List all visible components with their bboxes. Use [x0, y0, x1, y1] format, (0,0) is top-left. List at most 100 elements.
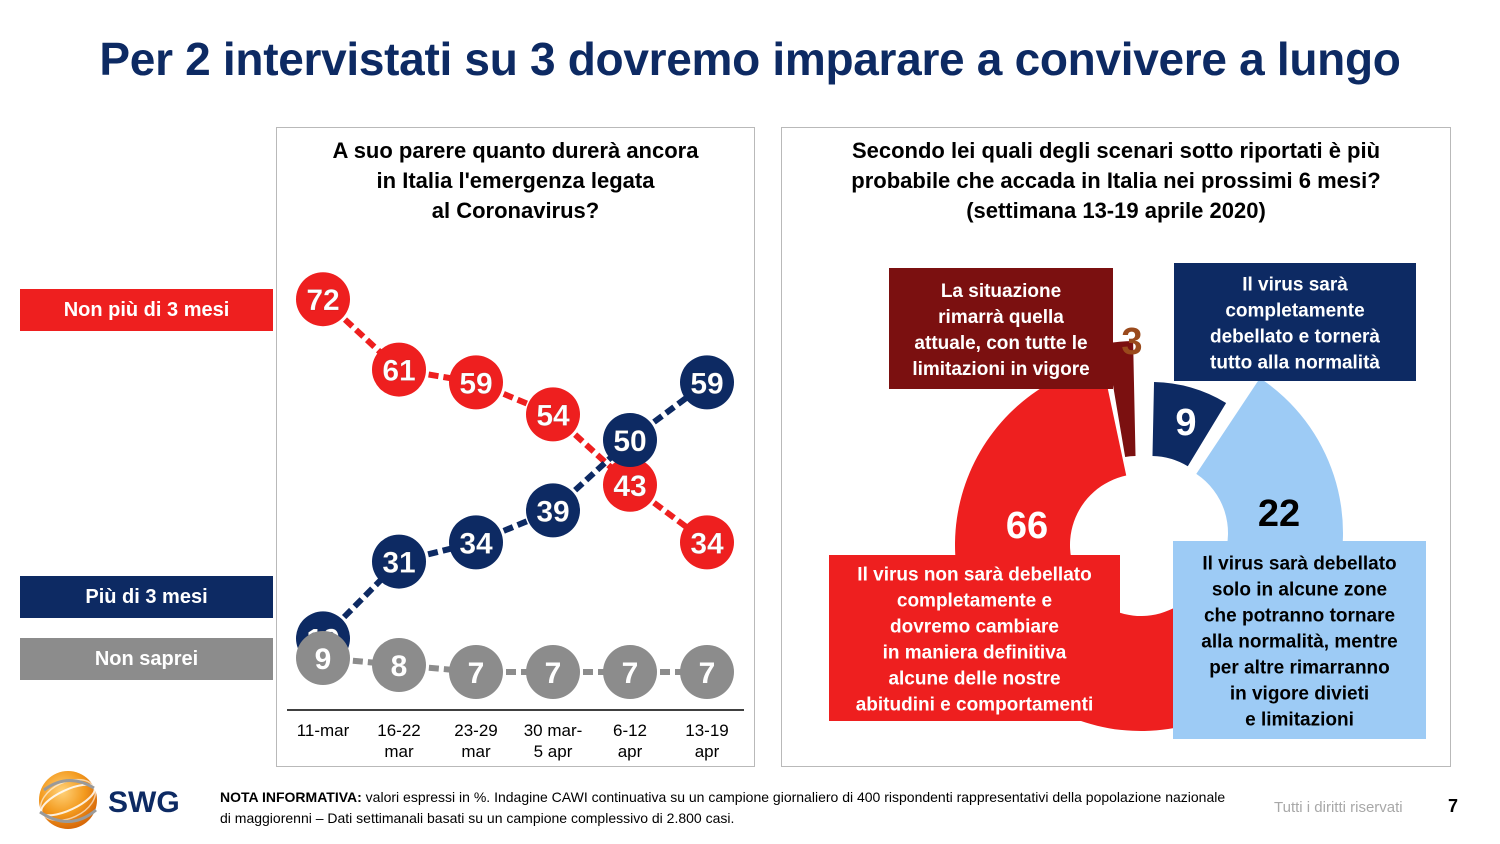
callout-text-cambiare-abitudini: alcune delle nostre	[888, 668, 1060, 689]
series-piu-di-3-mesi-value-label: 34	[459, 527, 493, 560]
scenario-chart-panel: Secondo lei quali degli scenari sotto ri…	[781, 127, 1451, 767]
callout-text-debellato-alcune-zone: Il virus sarà debellato	[1202, 553, 1396, 574]
series-non-saprei-value-label: 7	[622, 657, 639, 690]
series-non-saprei-value-label: 8	[391, 650, 408, 683]
series-non-saprei-value-label: 7	[699, 657, 716, 690]
series-non-piu-di-3-mesi-point	[603, 457, 657, 512]
callout-text-debellato-alcune-zone: e limitazioni	[1245, 709, 1354, 730]
series-non-piu-di-3-mesi-point	[526, 387, 580, 442]
series-non-piu-di-3-mesi-value-label: 72	[306, 284, 339, 317]
duration-chart-title-line: al Coronavirus?	[431, 198, 600, 223]
callout-text-situazione-attuale: rimarrà quella	[938, 307, 1064, 328]
swg-logo: SWG	[30, 768, 190, 832]
rights-text: Tutti i diritti riservati	[1274, 799, 1403, 816]
series-piu-di-3-mesi-value-label: 59	[690, 367, 723, 400]
series-piu-di-3-mesi-point	[603, 413, 657, 467]
callout-text-cambiare-abitudini: completamente e	[897, 590, 1052, 611]
x-tick-label: 16-22	[377, 721, 420, 740]
callout-text-debellato-normalita: Il virus sarà	[1242, 274, 1348, 295]
footer-note-label: NOTA INFORMATIVA:	[220, 789, 362, 805]
callout-text-situazione-attuale: La situazione	[941, 281, 1061, 302]
series-non-piu-di-3-mesi-point	[372, 342, 426, 397]
logo-text: SWG	[108, 786, 180, 819]
scenario-chart-title-line: (settimana 13-19 aprile 2020)	[966, 198, 1266, 223]
callout-text-debellato-normalita: debellato e tornerà	[1210, 326, 1380, 347]
slice-value-cambiare-abitudini: 66	[1006, 505, 1048, 547]
series-non-piu-di-3-mesi-value-label: 59	[459, 367, 492, 400]
slice-value-debellato-alcune-zone: 22	[1258, 493, 1300, 535]
series-piu-di-3-mesi-value-label: 31	[382, 547, 415, 580]
duration-chart-title: A suo parere quanto durerà ancora in Ita…	[277, 136, 754, 226]
scenario-chart-title: Secondo lei quali degli scenari sotto ri…	[782, 136, 1450, 226]
duration-chart-title-line: A suo parere quanto durerà ancora	[332, 138, 699, 163]
scenario-donut-chart: 9 22 66 3 Il virus sarà completamente debellat…	[829, 263, 1426, 739]
duration-line-chart: 72615954433419313439505998777711-mar16-2…	[287, 272, 744, 761]
callout-box-debellato-normalita	[1174, 263, 1416, 381]
callout-text-debellato-alcune-zone: in vigore divieti	[1230, 683, 1369, 704]
legend-non-saprei: Non saprei	[20, 638, 273, 680]
series-non-piu-di-3-mesi-value-label: 54	[536, 399, 570, 432]
series-non-saprei-point	[603, 645, 657, 699]
x-tick-label: 13-19	[685, 721, 728, 740]
series-non-saprei-value-label: 7	[468, 657, 485, 690]
callout-text-debellato-alcune-zone: per altre rimarranno	[1209, 657, 1390, 678]
series-piu-di-3-mesi-point	[526, 483, 580, 538]
slice-debellato-normalita	[1152, 382, 1227, 467]
series-non-piu-di-3-mesi-point	[449, 355, 503, 410]
series-piu-di-3-mesi-point	[449, 515, 503, 570]
callout-text-cambiare-abitudini: abitudini e comportamenti	[856, 694, 1094, 715]
x-tick-label: 5 apr	[534, 742, 573, 761]
series-non-saprei-point	[449, 645, 503, 699]
x-tick-label: 11-mar	[297, 721, 350, 740]
swg-globe-icon: SWG	[39, 771, 180, 829]
callout-text-cambiare-abitudini: in maniera definitiva	[883, 642, 1067, 663]
slice-value-situazione-attuale: 3	[1121, 321, 1142, 363]
series-non-saprei-point	[296, 631, 350, 685]
legend-non-piu-di-3-mesi: Non più di 3 mesi	[20, 289, 273, 331]
slice-situazione-attuale	[1105, 341, 1136, 457]
callout-text-cambiare-abitudini: dovremo cambiare	[890, 616, 1059, 637]
callout-text-debellato-normalita: tutto alla normalità	[1210, 352, 1380, 373]
callout-text-situazione-attuale: attuale, con tutte le	[914, 333, 1087, 354]
series-non-saprei-point	[526, 645, 580, 699]
x-tick-label: 30 mar-	[524, 721, 583, 740]
callout-box-situazione-attuale	[889, 268, 1113, 389]
callout-box-debellato-alcune-zone	[1173, 541, 1426, 739]
series-non-piu-di-3-mesi-point	[296, 272, 350, 327]
x-tick-label: mar	[461, 742, 491, 761]
callout-box-cambiare-abitudini	[829, 555, 1120, 721]
scenario-chart-title-line: probabile che accada in Italia nei pross…	[851, 168, 1381, 193]
series-non-saprei-point	[680, 645, 734, 699]
duration-chart-panel: A suo parere quanto durerà ancora in Ita…	[276, 127, 755, 767]
x-tick-label: apr	[618, 742, 643, 761]
x-tick-label: apr	[695, 742, 720, 761]
series-non-saprei-point	[372, 638, 426, 692]
series-piu-di-3-mesi-value-label: 39	[536, 495, 569, 528]
footer-note-text: valori espressi in %. Indagine CAWI cont…	[220, 789, 1226, 826]
page-number: 7	[1448, 796, 1459, 816]
callout-text-situazione-attuale: limitazioni in vigore	[912, 359, 1089, 380]
callout-text-debellato-alcune-zone: alla normalità, mentre	[1201, 631, 1397, 652]
footer-note: NOTA INFORMATIVA: valori espressi in %. …	[220, 787, 1230, 829]
callout-text-debellato-alcune-zone: che potranno tornare	[1204, 605, 1395, 626]
series-piu-di-3-mesi-point	[372, 534, 426, 589]
legend-piu-di-3-mesi: Più di 3 mesi	[20, 576, 273, 618]
series-piu-di-3-mesi-value-label: 50	[613, 425, 646, 458]
x-tick-label: mar	[384, 742, 414, 761]
x-tick-label: 23-29	[454, 721, 497, 740]
callout-text-debellato-alcune-zone: solo in alcune zone	[1212, 579, 1387, 600]
series-non-piu-di-3-mesi-value-label: 43	[613, 470, 646, 503]
duration-chart-title-line: in Italia l'emergenza legata	[376, 168, 655, 193]
series-non-piu-di-3-mesi-value-label: 34	[690, 527, 724, 560]
series-non-saprei-value-label: 9	[315, 643, 332, 676]
page-title: Per 2 intervistati su 3 dovremo imparare…	[99, 33, 1401, 85]
callout-text-cambiare-abitudini: Il virus non sarà debellato	[857, 564, 1091, 585]
x-tick-label: 6-12	[613, 721, 647, 740]
series-piu-di-3-mesi-point	[680, 355, 734, 410]
slice-value-debellato-normalita: 9	[1175, 402, 1196, 444]
scenario-chart-title-line: Secondo lei quali degli scenari sotto ri…	[851, 138, 1381, 163]
series-non-saprei-value-label: 7	[545, 657, 562, 690]
series-non-piu-di-3-mesi-point	[680, 515, 734, 570]
callout-text-debellato-normalita: completamente	[1225, 300, 1364, 321]
series-non-piu-di-3-mesi-value-label: 61	[382, 355, 415, 388]
